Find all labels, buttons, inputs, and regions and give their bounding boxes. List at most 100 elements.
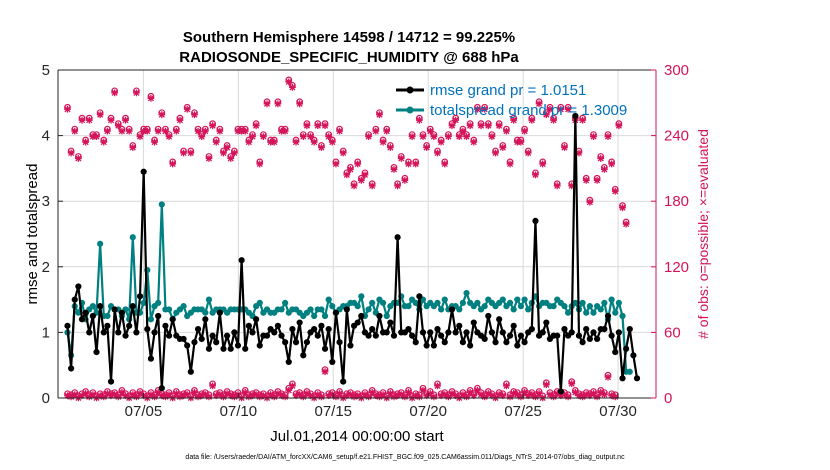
y-tick-label-left: 0	[42, 390, 50, 407]
spread-point	[147, 316, 155, 323]
rmse-point	[423, 342, 430, 349]
rmse-point	[278, 332, 285, 339]
obs-evaluated-marker	[252, 391, 260, 399]
obs-evaluated-marker	[252, 122, 260, 130]
obs-evaluated-marker	[619, 204, 626, 212]
rmse-point	[71, 296, 78, 303]
rmse-point	[86, 329, 93, 336]
obs-evaluated-marker	[579, 116, 587, 124]
rmse-point	[604, 312, 612, 320]
rmse-point	[332, 309, 340, 316]
obs-evaluated-marker	[495, 122, 503, 130]
chart-title-line2: RADIOSONDE_SPECIFIC_HUMIDITY @ 688 hPa	[179, 49, 519, 66]
rmse-point	[314, 332, 321, 339]
obs-evaluated-marker	[78, 116, 86, 124]
rmse-point	[416, 293, 423, 300]
obs-evaluated-marker	[194, 393, 202, 401]
rmse-point	[608, 332, 615, 339]
obs-evaluated-marker	[154, 389, 162, 396]
rmse-point	[376, 312, 383, 320]
obs-evaluated-marker	[386, 390, 394, 397]
spread-point	[412, 299, 419, 306]
obs-evaluated-marker	[89, 391, 97, 399]
rmse-point	[503, 339, 510, 346]
rmse-point	[180, 335, 187, 343]
rmse-point	[347, 342, 354, 349]
obs-evaluated-marker	[314, 122, 322, 130]
obs-evaluated-marker	[133, 393, 140, 401]
rmse-point	[499, 329, 506, 336]
rmse-point	[445, 329, 452, 336]
data-lines	[64, 112, 641, 395]
obs-evaluated-marker	[285, 78, 293, 86]
spread-point	[369, 299, 376, 306]
obs-evaluated-marker	[176, 393, 184, 401]
rmse-point	[394, 234, 401, 241]
spread-point	[564, 309, 572, 316]
rmse-point	[242, 345, 249, 352]
obs-evaluated-marker	[448, 122, 456, 130]
obs-evaluated-marker	[622, 220, 630, 228]
obs-evaluated-marker	[325, 133, 333, 140]
obs-evaluated-marker	[328, 391, 336, 399]
obs-evaluated-marker	[532, 171, 539, 179]
obs-evaluated-marker	[495, 391, 503, 399]
spread-point	[459, 299, 466, 306]
spread-point	[318, 306, 325, 313]
obs-evaluated-marker	[303, 390, 311, 397]
x-axis-label: Jul.01,2014 00:00:00 start	[270, 428, 444, 445]
y-tick-label-right: 120	[664, 259, 689, 276]
obs-evaluated-marker	[216, 127, 224, 135]
obs-evaluated-marker	[510, 390, 518, 397]
rmse-point	[209, 332, 216, 339]
obs-evaluated-marker	[183, 391, 191, 399]
obs-evaluated-marker	[256, 393, 264, 401]
spread-point	[514, 296, 521, 303]
rmse-point	[122, 332, 129, 339]
obs-evaluated-marker	[550, 116, 557, 124]
rmse-point	[336, 339, 343, 346]
rmse-point	[224, 332, 231, 339]
obs-evaluated-marker	[542, 381, 550, 389]
spread-point	[140, 299, 147, 306]
rmse-point	[263, 332, 271, 339]
rmse-point	[75, 283, 82, 290]
spread-point	[506, 299, 514, 306]
obs-evaluated-marker	[521, 127, 528, 135]
rmse-point	[448, 306, 456, 313]
obs-evaluated-marker	[183, 105, 191, 113]
obs-evaluated-marker	[535, 390, 543, 397]
rmse-point	[387, 319, 394, 326]
rmse-point	[412, 339, 419, 346]
obs-evaluated-marker	[162, 393, 169, 401]
rmse-point	[496, 316, 503, 323]
obs-evaluated-marker	[100, 138, 108, 146]
rmse-point	[158, 385, 165, 392]
spread-point	[155, 299, 162, 306]
y-tick-label-right: 240	[664, 128, 689, 145]
obs-evaluated-marker	[71, 391, 79, 399]
obs-evaluated-marker	[82, 138, 90, 146]
obs-evaluated-marker	[546, 105, 554, 113]
spread-point	[278, 306, 285, 313]
obs-evaluated-marker	[230, 149, 238, 157]
obs-evaluated-marker	[64, 105, 71, 113]
spread-point	[256, 299, 263, 306]
obs-evaluated-marker	[561, 391, 568, 399]
obs-evaluated-marker	[452, 392, 460, 400]
obs-evaluated-marker	[147, 391, 155, 399]
spread-point	[311, 312, 318, 320]
spread-point	[383, 312, 390, 320]
rmse-point	[506, 332, 514, 339]
obs-evaluated-marker	[151, 138, 158, 146]
obs-evaluated-marker	[604, 373, 612, 381]
rmse-point	[184, 342, 191, 349]
obs-evaluated-marker	[129, 391, 137, 399]
obs-evaluated-marker	[564, 393, 572, 401]
rmse-point	[430, 342, 437, 349]
obs-evaluated-marker	[223, 390, 231, 397]
obs-evaluated-marker	[423, 392, 431, 400]
legend: rmse grand pr = 1.0151 totalspread grand…	[396, 82, 627, 119]
obs-evaluated-marker	[209, 122, 216, 130]
